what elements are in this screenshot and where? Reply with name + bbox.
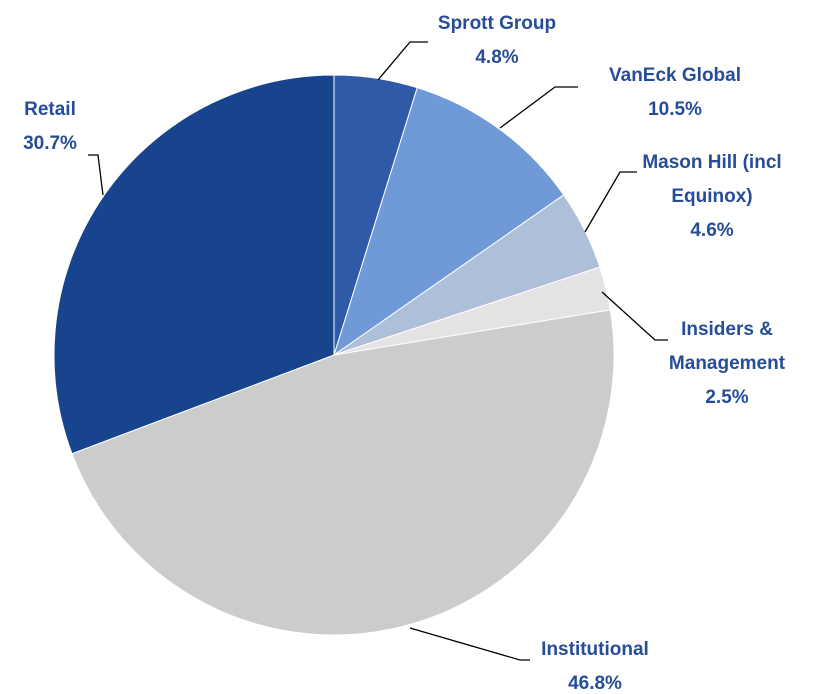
value-label: 2.5% — [705, 387, 749, 408]
value-label: 4.8% — [475, 47, 519, 68]
value-label: 4.6% — [690, 220, 734, 241]
pie-slice — [71, 309, 615, 636]
leader-line — [409, 627, 530, 661]
slice-label: Sprott Group 4.8% — [397, 7, 597, 75]
category-label: Insiders & Management — [668, 319, 786, 374]
leader-line — [88, 154, 104, 196]
pie-slice — [333, 87, 565, 357]
value-label: 10.5% — [648, 99, 702, 120]
value-label: 30.7% — [23, 133, 77, 154]
category-label: VanEck Global — [609, 65, 741, 86]
leader-line — [499, 86, 578, 129]
leader-line — [601, 291, 668, 341]
slice-label: VanEck Global 10.5% — [575, 59, 775, 127]
pie-slice — [53, 74, 335, 455]
slice-label: Insiders & Management 2.5% — [642, 313, 812, 415]
slice-label: Institutional 46.8% — [495, 633, 695, 694]
category-label: Retail — [24, 99, 76, 120]
category-label: Mason Hill (incl Equinox) — [642, 152, 782, 207]
leader-line — [377, 41, 428, 81]
category-label: Sprott Group — [437, 13, 557, 34]
slice-label: Retail 30.7% — [0, 93, 100, 161]
value-label: 46.8% — [568, 673, 622, 694]
leader-line — [584, 171, 637, 233]
category-label: Institutional — [541, 639, 649, 660]
slice-label: Mason Hill (incl Equinox) 4.6% — [627, 146, 797, 248]
